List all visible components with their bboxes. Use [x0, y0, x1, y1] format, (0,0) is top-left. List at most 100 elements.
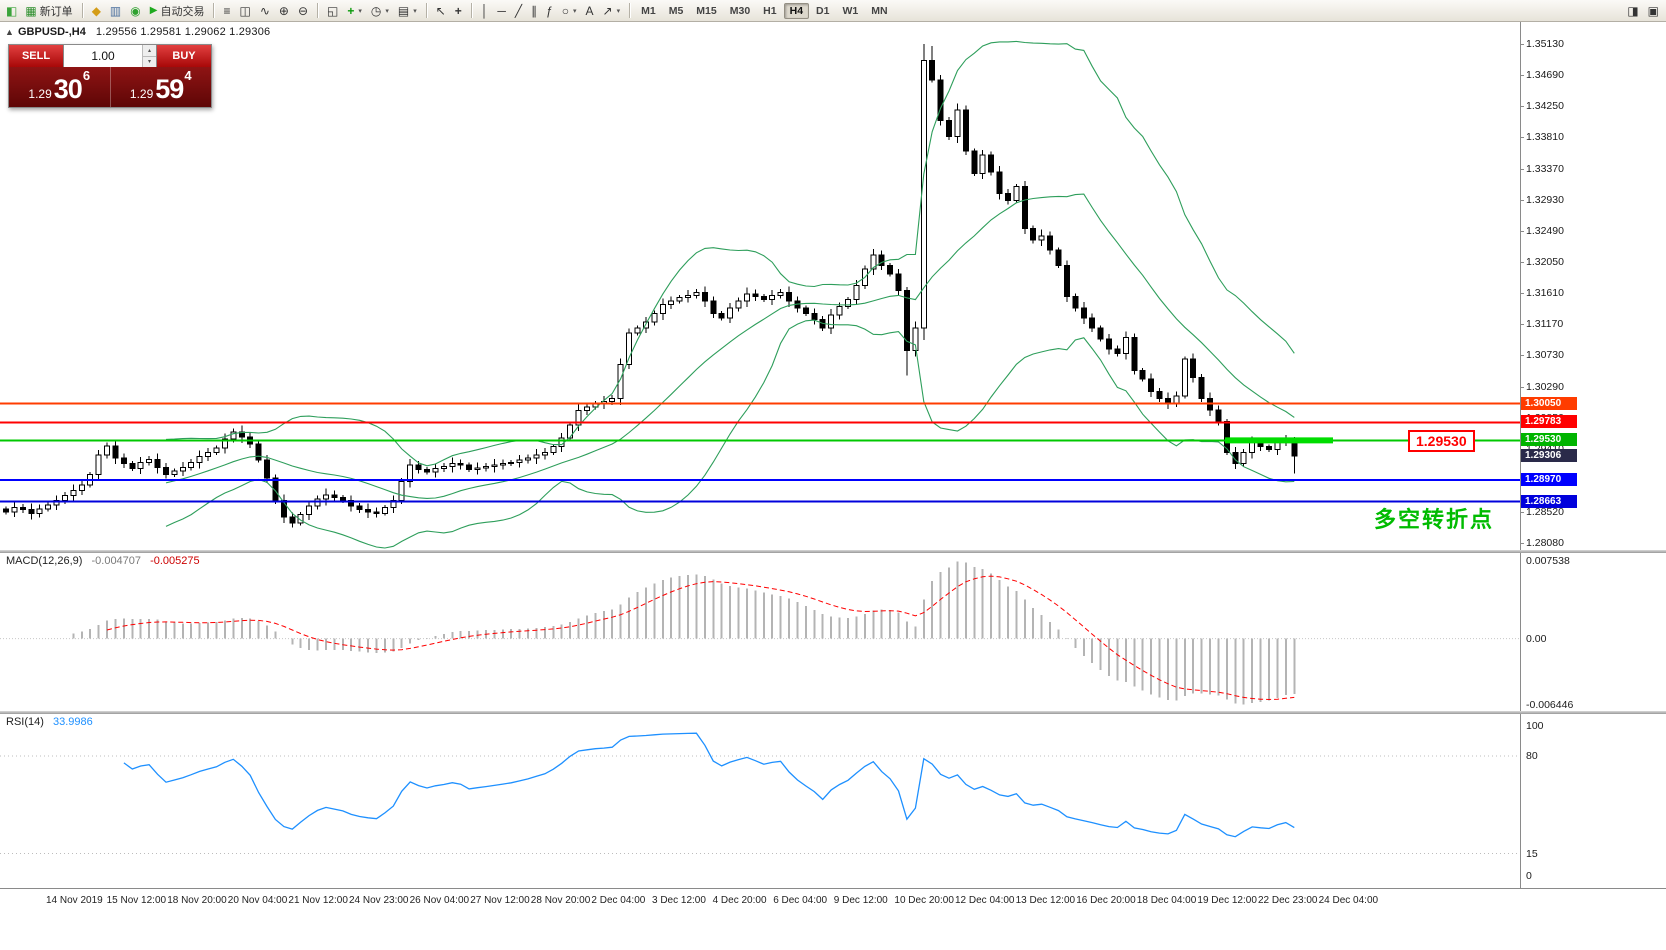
volume-field[interactable]: 1.00 ▴ ▾	[63, 45, 157, 67]
bar-chart-button[interactable]: ≡	[219, 1, 234, 21]
timeframe-button-h1[interactable]: H1	[763, 4, 777, 17]
horizontal-line-tool-button[interactable]: ─	[493, 1, 510, 21]
shapes-tool-button[interactable]: ○ ▾	[558, 1, 581, 21]
macd-main-value: -0.004707	[91, 555, 142, 567]
sell-button[interactable]: SELL	[9, 45, 63, 67]
signals-icon: ◉	[130, 3, 141, 18]
price-scale-label: 1.28080	[1526, 537, 1564, 549]
toolbar-separator	[317, 3, 318, 18]
volume-value: 1.00	[91, 49, 115, 63]
chevron-down-icon: ▾	[385, 7, 389, 15]
sell-price-big: 30	[53, 74, 83, 104]
zoom-out-button[interactable]: ⊖	[294, 1, 312, 21]
price-callout-box[interactable]: 1.29530	[1408, 430, 1475, 452]
timeframe-button-w1[interactable]: W1	[842, 4, 859, 17]
crosshair-tool-button[interactable]: +	[451, 1, 466, 21]
time-axis[interactable]: 14 Nov 2019 15 Nov 12:00 18 Nov 20:00 20 No…	[0, 888, 1666, 915]
time-axis-label: 12 Dec 04:00	[955, 895, 1015, 906]
time-axis-label: 4 Dec 20:00	[712, 895, 767, 906]
indicators-button[interactable]: + ▾	[343, 1, 366, 21]
sell-price-button[interactable]: 1.29 30 6	[9, 67, 110, 107]
price-scale-tick	[1520, 44, 1524, 45]
timeframe-button-d1[interactable]: D1	[816, 4, 830, 17]
price-chart[interactable]	[0, 22, 1666, 550]
volume-decrease-button[interactable]: ▾	[143, 56, 156, 67]
panel-splitter[interactable]	[0, 550, 1666, 553]
timeframe-button-m15[interactable]: M15	[696, 4, 717, 17]
vertical-line-tool-button[interactable]: │	[477, 1, 493, 21]
templates-button[interactable]: ▤ ▾	[394, 1, 421, 21]
strategy-tester-button[interactable]: ▣	[1644, 1, 1663, 21]
rsi-label: RSI(14) 33.9986	[6, 716, 93, 728]
timeframe-button-mn[interactable]: MN	[871, 4, 888, 17]
timeframe-button-m1[interactable]: M1	[641, 4, 656, 17]
indicator-scale-label: 80	[1526, 750, 1538, 762]
trendline-icon: ╱	[514, 3, 523, 18]
sell-price-prefix: 1.29	[28, 87, 52, 101]
tile-windows-button[interactable]: ◱	[323, 1, 342, 21]
price-tag: 1.29306	[1521, 449, 1577, 463]
text-tool-button[interactable]: A	[582, 1, 598, 21]
symbol-period-label: GBPUSD-,H4	[18, 26, 86, 38]
buy-button[interactable]: BUY	[157, 45, 211, 67]
zoom-in-button[interactable]: ⊕	[275, 1, 293, 21]
rsi-panel-chart[interactable]	[0, 714, 1666, 888]
window-icon: ◨	[1627, 3, 1639, 18]
periods-button[interactable]: ◷ ▾	[367, 1, 393, 21]
time-axis-label: 27 Nov 12:00	[470, 895, 530, 906]
candlestick-icon: ◫	[239, 3, 251, 18]
zoom-out-icon: ⊖	[297, 3, 308, 18]
time-axis-label: 24 Dec 04:00	[1318, 895, 1379, 906]
macd-signal-line	[106, 575, 1295, 701]
fibonacci-tool-button[interactable]: ƒ	[542, 1, 557, 21]
price-scale-label: 1.34250	[1526, 100, 1564, 113]
signals-button[interactable]: ◉	[126, 1, 144, 21]
price-axis-border	[1520, 22, 1521, 888]
price-tag: 1.30050	[1521, 396, 1577, 410]
shapes-icon: ○	[561, 3, 569, 18]
time-axis-label: 24 Nov 23:00	[349, 895, 409, 906]
trade-panel-collapse-arrow[interactable]: ▲	[5, 27, 14, 37]
trendline-tool-button[interactable]: ╱	[511, 1, 526, 21]
price-scale-tick	[1520, 324, 1524, 326]
price-scale-label: 1.34690	[1526, 69, 1564, 82]
indicator-scale-label: 0	[1526, 870, 1532, 882]
macd-panel-chart[interactable]	[0, 553, 1666, 711]
time-axis-label: 16 Dec 20:00	[1076, 895, 1136, 906]
market-button[interactable]: ◆	[88, 1, 105, 21]
panel-splitter[interactable]	[0, 711, 1666, 714]
new-order-button[interactable]: ▦ 新订单	[21, 1, 76, 21]
time-axis-label: 13 Dec 12:00	[1015, 895, 1076, 906]
rsi-value: 33.9986	[52, 716, 93, 728]
price-scale-tick	[1520, 262, 1524, 263]
price-scale-tick	[1520, 106, 1524, 108]
arrow-tool-button[interactable]: ↗ ▾	[599, 1, 625, 21]
chevron-down-icon: ▾	[358, 7, 362, 15]
time-axis-label: 14 Nov 2019	[46, 895, 103, 906]
price-tag: 1.29783	[1521, 415, 1577, 429]
macd-histogram	[72, 561, 1296, 705]
market-icon: ◆	[91, 3, 101, 18]
toolbar: ◧ ▦ 新订单 ◆ ▥ ◉ ▶ 自动交易 ≡ ◫ ∿ ⊕ ⊖ ◱ + ▾ ◷ ▾ ▤…	[0, 0, 1666, 22]
chinese-annotation[interactable]: 多空转折点	[1374, 507, 1495, 532]
price-scale-label: 1.33370	[1526, 162, 1564, 175]
candlestick-chart-button[interactable]: ◫	[235, 1, 254, 21]
timeframe-button-m5[interactable]: M5	[668, 4, 684, 17]
time-axis-label: 6 Dec 04:00	[773, 895, 828, 906]
buy-price-button[interactable]: 1.29 59 4	[111, 67, 212, 107]
timeframe-button-m30[interactable]: M30	[729, 4, 751, 17]
autotrading-label: 自动交易	[160, 5, 205, 18]
data-window-button[interactable]: ◨	[1623, 1, 1642, 21]
volume-increase-button[interactable]: ▴	[143, 45, 156, 57]
cursor-tool-button[interactable]: ↖	[432, 1, 450, 21]
time-axis-label: 18 Dec 04:00	[1136, 895, 1197, 906]
autotrading-button[interactable]: ▶ 自动交易	[146, 1, 209, 21]
terminal-button[interactable]: ▥	[106, 1, 125, 21]
bollinger-band-line	[165, 319, 1295, 549]
time-axis-label: 21 Nov 12:00	[288, 895, 348, 906]
timeframe-button-h4[interactable]: H4	[783, 2, 810, 19]
channel-tool-button[interactable]: ∥	[527, 1, 541, 21]
price-scale-tick	[1520, 230, 1524, 232]
line-chart-button[interactable]: ∿	[256, 1, 274, 21]
rsi-name: RSI(14)	[6, 716, 44, 728]
